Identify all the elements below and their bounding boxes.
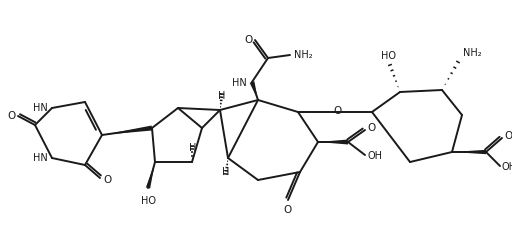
Polygon shape [250, 81, 258, 100]
Text: HO: HO [140, 196, 156, 206]
Text: NH₂: NH₂ [463, 48, 482, 58]
Text: O: O [103, 175, 111, 185]
Polygon shape [318, 139, 348, 144]
Text: HN: HN [33, 153, 48, 163]
Polygon shape [452, 150, 486, 154]
Text: H: H [222, 167, 230, 177]
Text: O: O [504, 131, 512, 141]
Text: NH₂: NH₂ [294, 50, 313, 60]
Text: O: O [8, 111, 16, 121]
Text: H: H [218, 91, 226, 101]
Text: H: H [189, 143, 197, 153]
Text: HN: HN [33, 103, 48, 113]
Text: O: O [333, 106, 341, 116]
Polygon shape [146, 162, 155, 189]
Polygon shape [102, 126, 153, 135]
Text: O: O [284, 205, 292, 215]
Text: HO: HO [380, 51, 395, 61]
Text: O: O [367, 123, 375, 133]
Text: OH: OH [367, 151, 382, 161]
Text: O: O [245, 35, 253, 45]
Text: HN: HN [232, 78, 247, 88]
Text: OH: OH [502, 162, 512, 172]
